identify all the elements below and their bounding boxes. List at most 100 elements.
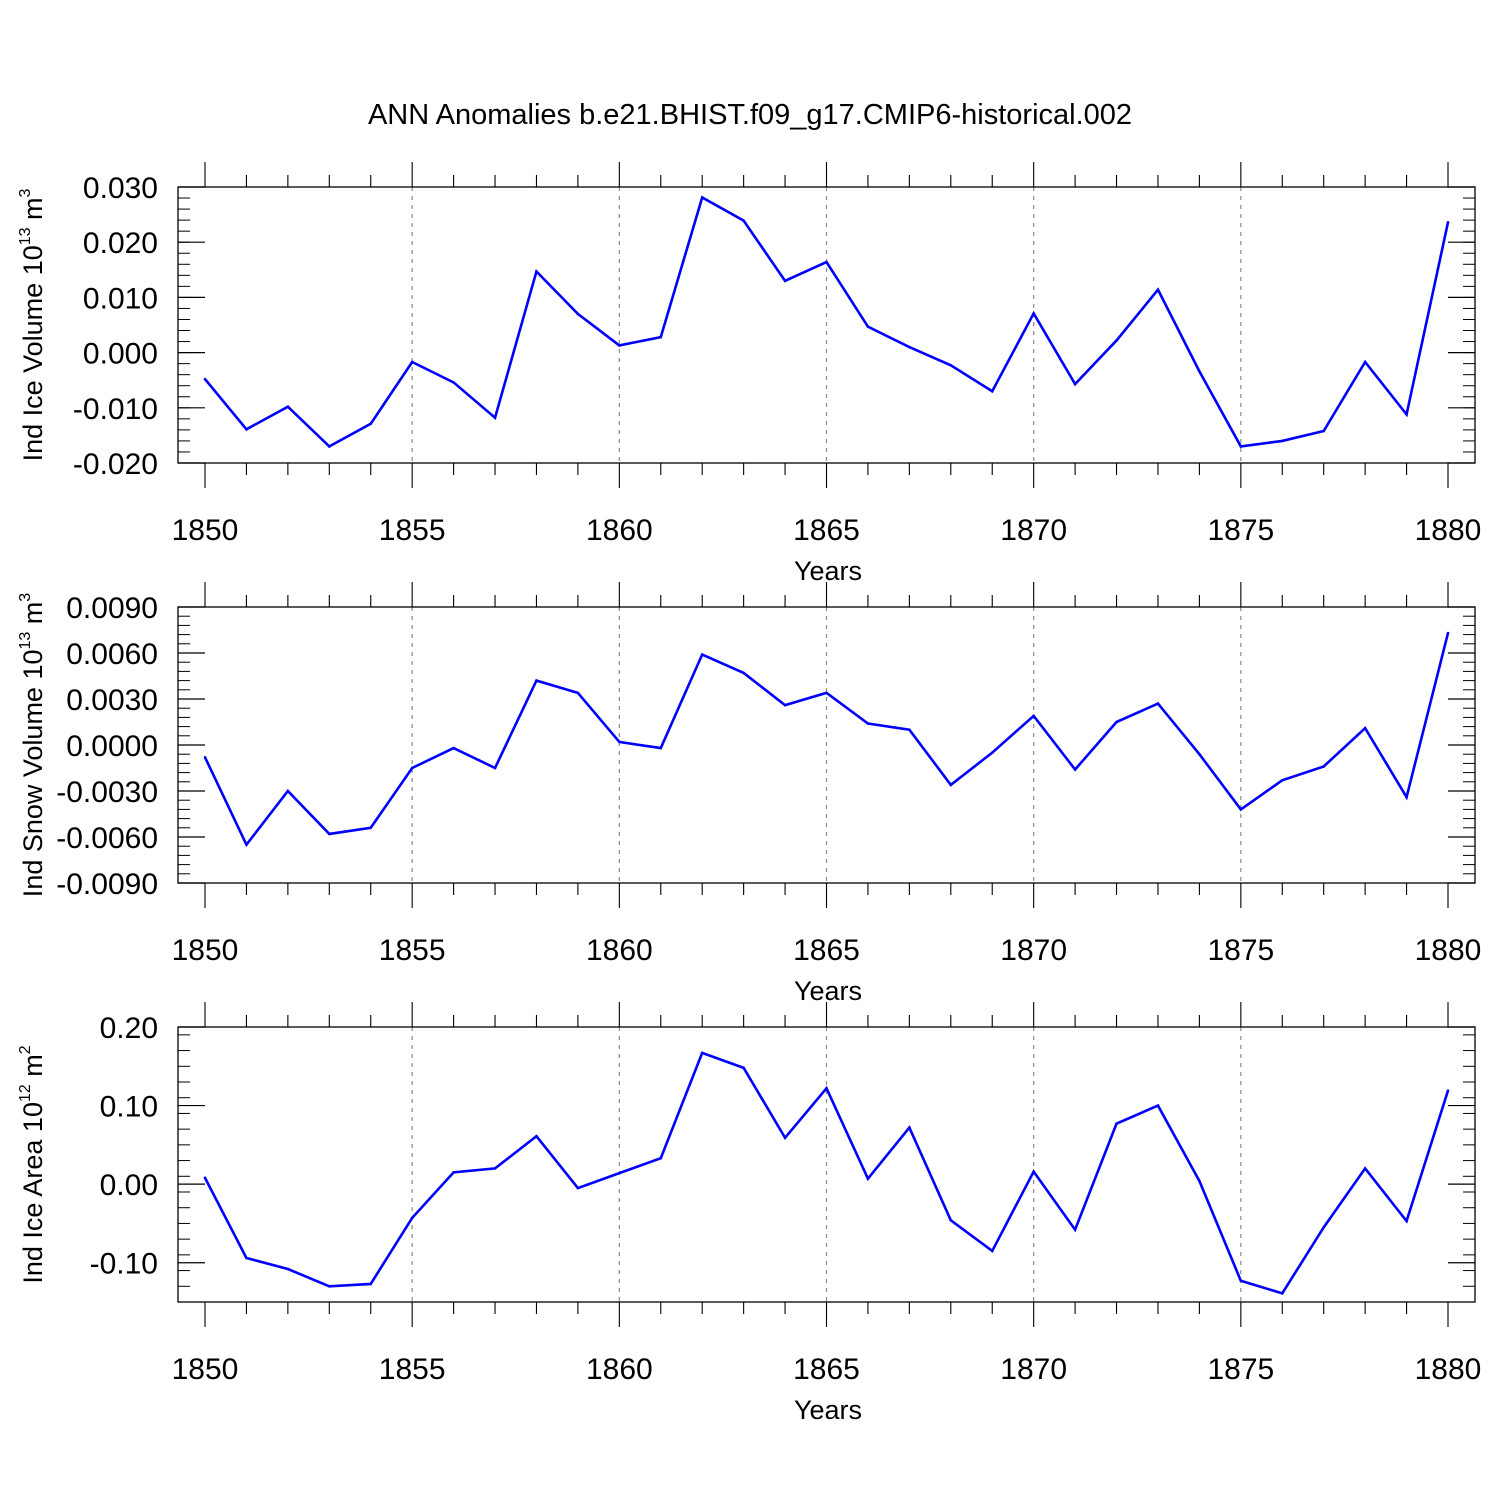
data-point	[535, 270, 538, 273]
x-tick-label: 1855	[379, 514, 446, 547]
y-axis-title: Ind Ice Volume 1013 m3	[17, 188, 48, 461]
data-point	[1073, 768, 1077, 771]
figure-title: ANN Anomalies b.e21.BHIST.f09_g17.CMIP6-…	[368, 99, 1132, 131]
data-point	[369, 1282, 373, 1286]
data-point	[1239, 445, 1243, 448]
y-tick-label: -0.0060	[56, 822, 158, 855]
data-point	[908, 728, 911, 731]
x-axis-title: Years	[794, 976, 862, 1006]
data-point	[783, 279, 787, 283]
x-tick-label: 1875	[1207, 514, 1274, 547]
data-point	[1446, 631, 1450, 635]
data-point	[1073, 1228, 1077, 1232]
data-point	[742, 671, 745, 675]
data-point	[1280, 439, 1284, 443]
data-point	[452, 381, 455, 384]
data-point	[1239, 1279, 1243, 1283]
data-point	[1405, 1219, 1408, 1223]
data-point	[825, 1086, 828, 1090]
data-point	[700, 196, 704, 199]
data-point	[576, 1186, 580, 1190]
data-point	[700, 1051, 704, 1055]
y-tick-label: 0.0030	[66, 684, 158, 717]
data-point	[1073, 382, 1077, 386]
data-point	[1198, 370, 1201, 373]
data-point	[618, 740, 621, 744]
y-axis-title: Ind Snow Volume 1013 m3	[17, 593, 48, 897]
x-tick-label: 1860	[586, 514, 653, 547]
data-point	[990, 751, 994, 754]
x-tick-label: 1880	[1415, 934, 1482, 967]
data-point	[659, 335, 663, 339]
data-point	[1115, 720, 1118, 724]
data-point	[783, 1136, 787, 1140]
data-point	[1198, 1179, 1201, 1183]
data-point	[1156, 1104, 1160, 1107]
data-point	[990, 389, 994, 393]
y-tick-label: 0.10	[100, 1091, 158, 1124]
data-point	[493, 766, 497, 770]
x-tick-label: 1870	[1000, 1353, 1067, 1386]
y-tick-label: -0.020	[73, 448, 158, 481]
data-point	[203, 377, 207, 381]
y-tick-label: 0.0090	[66, 592, 158, 625]
data-point	[990, 1249, 994, 1253]
data-point	[245, 1256, 248, 1260]
data-point	[1280, 778, 1284, 782]
data-point	[286, 1267, 290, 1271]
data-point	[328, 445, 331, 448]
data-point	[1115, 1122, 1118, 1125]
x-tick-label: 1860	[586, 1353, 653, 1386]
data-point	[618, 344, 621, 347]
data-point	[825, 260, 828, 264]
data-point	[286, 789, 290, 793]
data-point	[1322, 429, 1325, 433]
y-tick-label: 0.00	[100, 1169, 158, 1202]
data-point	[866, 325, 870, 328]
data-point	[1405, 795, 1408, 799]
y-tick-label: -0.0090	[56, 868, 158, 901]
data-point	[1322, 765, 1325, 768]
data-point	[245, 843, 248, 846]
chart-panel-3: 1850 1855 1860 1865 1870 1875 1880 -0.10 0.00 0.1…	[17, 1002, 1481, 1425]
chart-panel-2: 1850 1855 1860 1865 1870 1875 1880 -0.0090 -0.00…	[17, 582, 1481, 1006]
y-tick-label: -0.010	[73, 393, 158, 426]
data-point	[783, 703, 787, 707]
data-point	[576, 312, 580, 316]
data-point	[700, 653, 704, 656]
data-point	[1239, 808, 1243, 811]
data-point	[1156, 288, 1160, 291]
data-point	[1032, 1170, 1035, 1173]
data-point	[1156, 702, 1160, 705]
x-tick-label: 1875	[1207, 934, 1274, 967]
data-point	[908, 1126, 911, 1129]
data-point	[866, 722, 870, 725]
data-point	[1280, 1292, 1284, 1295]
data-point	[576, 691, 580, 695]
data-point	[742, 219, 745, 222]
data-point	[1115, 339, 1118, 342]
data-point	[1198, 752, 1201, 756]
data-point	[369, 422, 373, 426]
data-point	[949, 783, 953, 787]
x-tick-label: 1865	[793, 1353, 860, 1386]
y-tick-label: 0.020	[83, 227, 158, 260]
data-point	[369, 826, 373, 830]
data-point	[866, 1177, 870, 1180]
y-tick-label: 0.010	[83, 282, 158, 315]
x-tick-label: 1880	[1415, 1353, 1482, 1386]
data-point	[328, 1284, 331, 1288]
x-tick-label: 1865	[793, 934, 860, 967]
data-point	[1363, 360, 1367, 364]
x-axis-title: Years	[794, 1395, 862, 1425]
data-point	[452, 746, 455, 750]
data-point	[1363, 726, 1367, 730]
data-point	[1446, 1089, 1450, 1092]
x-tick-label: 1850	[172, 514, 239, 547]
data-point	[1322, 1226, 1325, 1229]
chart-panel-1: 1850 1855 1860 1865 1870 1875 1880 -0.020 -0.010…	[17, 162, 1481, 586]
y-tick-label: -0.10	[90, 1248, 158, 1281]
y-tick-label: -0.0030	[56, 776, 158, 809]
y-tick-label: 0.20	[100, 1012, 158, 1045]
data-point	[535, 679, 538, 682]
